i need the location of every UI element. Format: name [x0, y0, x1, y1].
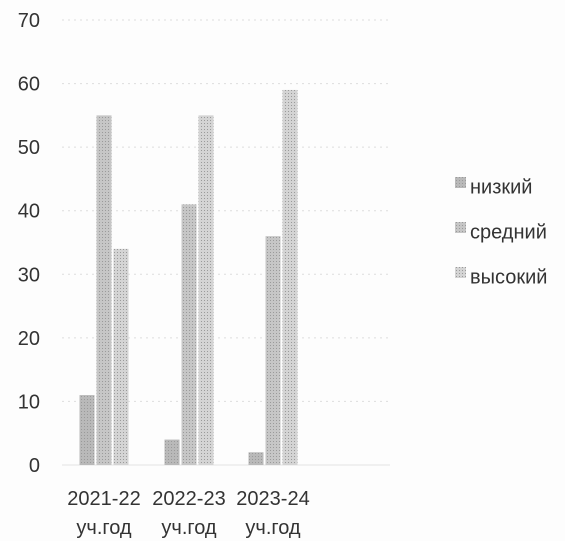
bar-низкий-2 — [248, 452, 264, 465]
bar-средний-1 — [181, 204, 197, 465]
x-tick-label-2-line-1: уч.год — [245, 517, 301, 539]
y-tick-label-60: 60 — [18, 74, 40, 96]
y-tick-label-50: 50 — [18, 137, 40, 159]
legend-swatch-низкий — [455, 177, 466, 188]
bar-низкий-1 — [164, 439, 180, 465]
legend-label-высокий: высокий — [470, 266, 547, 288]
bar-средний-2 — [265, 236, 281, 465]
x-tick-label-0-line-0: 2021-22 — [67, 488, 140, 510]
bar-средний-0 — [96, 115, 112, 465]
bar-высокий-1 — [198, 115, 214, 465]
legend-swatch-высокий — [455, 267, 466, 278]
legend-label-низкий: низкий — [470, 176, 532, 198]
y-tick-label-40: 40 — [18, 201, 40, 223]
y-tick-label-0: 0 — [29, 455, 40, 477]
legend-swatch-средний — [455, 222, 466, 233]
legend-label-средний: средний — [470, 221, 547, 243]
x-tick-label-2-line-0: 2023-24 — [236, 488, 309, 510]
y-tick-label-30: 30 — [18, 264, 40, 286]
y-tick-label-10: 10 — [18, 391, 40, 413]
y-tick-label-70: 70 — [18, 10, 40, 32]
bar-высокий-2 — [282, 89, 298, 465]
x-tick-label-0-line-1: уч.год — [76, 517, 132, 539]
x-tick-label-1-line-1: уч.год — [161, 517, 217, 539]
y-tick-label-20: 20 — [18, 328, 40, 350]
bar-низкий-0 — [79, 395, 95, 465]
x-tick-label-1-line-0: 2022-23 — [152, 488, 225, 510]
bar-высокий-0 — [113, 248, 129, 465]
